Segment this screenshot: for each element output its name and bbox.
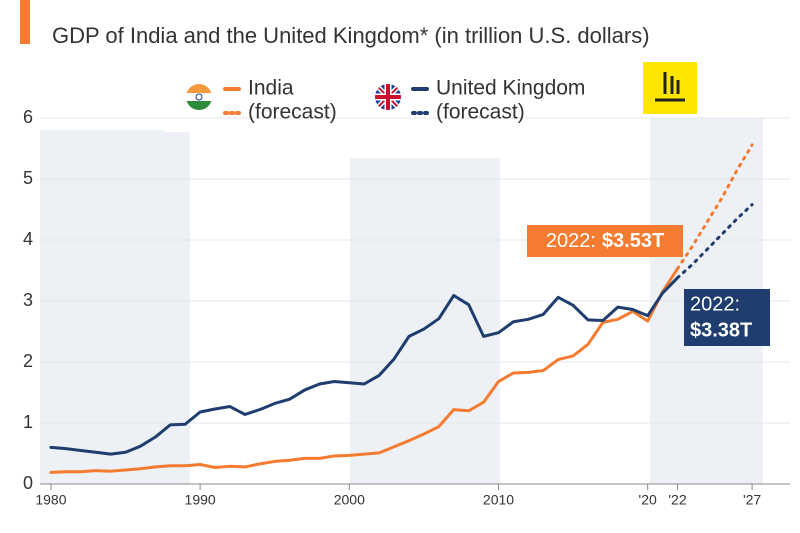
x-tick-label: 1990 bbox=[185, 492, 216, 508]
x-tick-label: 2000 bbox=[334, 492, 365, 508]
x-tick-label: 1980 bbox=[35, 492, 66, 508]
forecast-line bbox=[676, 143, 754, 271]
y-tick-label: 0 bbox=[23, 473, 33, 493]
y-tick-label: 2 bbox=[23, 351, 33, 371]
logo bbox=[643, 62, 697, 114]
annotation: 2022: $3.53T bbox=[546, 230, 664, 252]
flag-uk bbox=[375, 84, 401, 110]
y-tick-label: 5 bbox=[23, 168, 33, 188]
legend-label: (forecast) bbox=[436, 101, 525, 124]
line bbox=[49, 267, 680, 474]
annotation-label: 2022: bbox=[690, 293, 740, 315]
x-tick-label: 2010 bbox=[483, 492, 514, 508]
y-tick-label: 3 bbox=[23, 290, 33, 310]
line bbox=[49, 276, 680, 456]
x-tick-label: '27 bbox=[743, 492, 761, 508]
annotation-box bbox=[684, 289, 770, 346]
forecast-line bbox=[676, 203, 754, 280]
annotation-box bbox=[527, 225, 683, 257]
flag-india bbox=[186, 84, 212, 110]
band bbox=[40, 130, 190, 484]
y-tick-label: 6 bbox=[23, 107, 33, 127]
legend-label: United Kingdom bbox=[436, 77, 585, 100]
title-accent bbox=[20, 0, 30, 44]
logo-mark bbox=[655, 72, 685, 102]
annotation-label: 2022: bbox=[546, 230, 596, 252]
x-tick-label: '20 bbox=[639, 492, 657, 508]
annotation-value: $3.38T bbox=[690, 319, 752, 341]
annotation-value: $3.53T bbox=[602, 230, 664, 252]
chart-subtitle: GDP of India and the United Kingdom* (in… bbox=[52, 23, 650, 48]
x-tick-label: '22 bbox=[668, 492, 686, 508]
y-tick-label: 4 bbox=[23, 229, 33, 249]
y-tick-label: 1 bbox=[23, 412, 33, 432]
legend-label: (forecast) bbox=[248, 101, 337, 124]
legend-label: India bbox=[248, 77, 294, 100]
legend-bg bbox=[163, 64, 568, 132]
